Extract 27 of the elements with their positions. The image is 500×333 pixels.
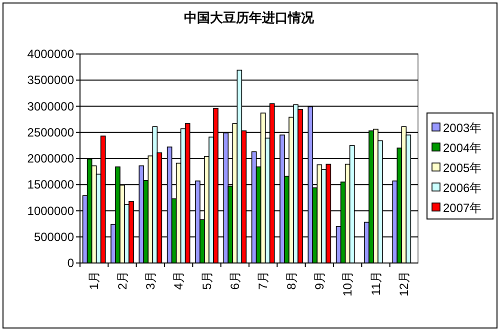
x-tick-label: 9月 xyxy=(312,271,326,290)
x-tick-label: 1月 xyxy=(87,271,102,290)
y-tick-label: 0 xyxy=(67,256,74,270)
legend-label: 2006年 xyxy=(443,181,482,195)
x-tick-label: 4月 xyxy=(172,271,186,290)
legend-label: 2003年 xyxy=(443,121,482,135)
x-tick-label: 11月 xyxy=(368,271,383,296)
x-tick-label: 10月 xyxy=(340,271,355,296)
y-tick-label: 3000000 xyxy=(27,99,74,114)
y-tick-label: 3500000 xyxy=(27,73,74,88)
x-tick-label: 3月 xyxy=(143,271,158,290)
y-tick-label: 1500000 xyxy=(27,178,74,192)
y-tick-label: 2000000 xyxy=(27,152,74,166)
x-tick-label: 2月 xyxy=(115,271,130,290)
y-tick-label: 500000 xyxy=(34,230,74,244)
legend-label: 2005年 xyxy=(443,161,482,175)
y-tick-label: 4000000 xyxy=(27,47,74,61)
title: 中国大豆历年进口情况 xyxy=(184,10,314,25)
x-tick-label: 6月 xyxy=(228,271,242,290)
y-tick-label: 1000000 xyxy=(27,204,74,218)
legend-label: 2007年 xyxy=(443,201,482,215)
x-tick-label: 8月 xyxy=(284,271,298,290)
x-tick-label: 7月 xyxy=(256,271,270,290)
y-tick-label: 2500000 xyxy=(27,125,74,140)
x-tick-label: 12月 xyxy=(396,271,411,296)
legend-label: 2004年 xyxy=(443,141,482,155)
x-tick-label: 5月 xyxy=(200,271,214,290)
